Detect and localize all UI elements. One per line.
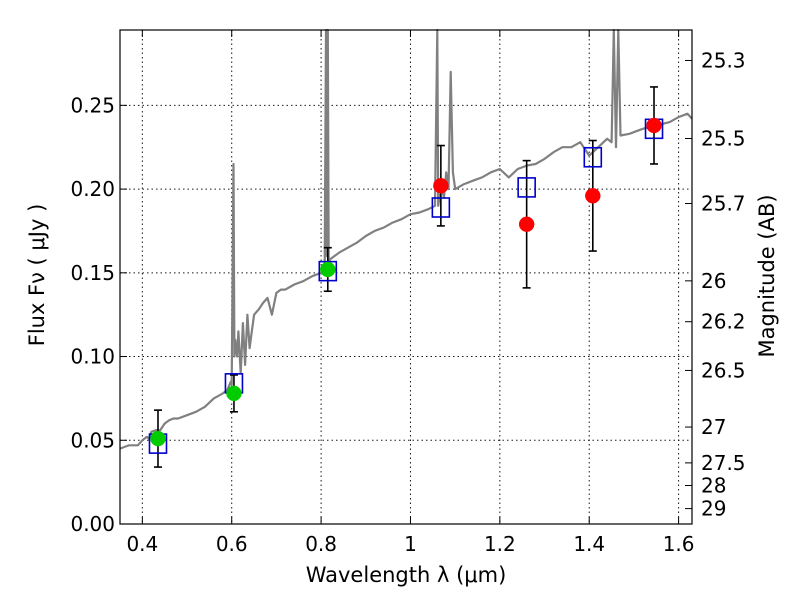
y-tick-label: 0.00: [70, 512, 115, 536]
x-tick-label: 1.2: [484, 532, 516, 556]
y-axis-title-right: Magnitude (AB): [755, 194, 779, 357]
data-point-circle: [646, 117, 662, 134]
data-point-circle: [433, 177, 449, 194]
tick-labels: 0.4 0.6 0.8 1 1.2 1.4 1.6 0.00 0.05 0.10 0.15 0.20 0…: [70, 48, 745, 556]
mag-tick-label: 26: [701, 269, 726, 293]
data-point-circle: [585, 188, 601, 204]
circle-markers: [150, 117, 662, 447]
x-axis-title: Wavelength λ (μm): [306, 563, 507, 587]
x-tick-label: 0.6: [216, 532, 248, 556]
x-tick-label: 0.8: [305, 532, 337, 556]
x-tick-label: 1.6: [663, 532, 695, 556]
data-point-circle: [320, 261, 336, 278]
y-tick-label: 0.20: [70, 177, 115, 201]
mag-tick-label: 25.3: [701, 48, 746, 72]
spectrum-line: [119, 28, 693, 450]
mag-tick-label: 25.5: [701, 127, 746, 151]
mag-tick-label: 26.2: [701, 310, 746, 334]
model-square-point: [431, 197, 451, 218]
data-point-circle: [150, 430, 166, 447]
mag-tick-label: 29: [701, 497, 726, 521]
x-tick-label: 0.4: [126, 532, 158, 556]
mag-tick-label: 28: [701, 473, 726, 497]
ticks: [120, 30, 692, 525]
spectrum-layer: [119, 28, 693, 450]
y-tick-label: 0.15: [70, 261, 115, 285]
grid: [120, 30, 692, 524]
model-square-point: [318, 260, 338, 282]
y-tick-label: 0.10: [70, 345, 115, 369]
model-square-point: [583, 146, 603, 168]
model-square-point: [517, 177, 536, 198]
x-tick-label: 1.4: [573, 532, 605, 556]
data-point-circle: [518, 216, 535, 233]
y-tick-label: 0.05: [70, 428, 115, 452]
y-axis-title-left: Flux Fν ( μJy ): [25, 204, 49, 347]
square-markers: [148, 118, 664, 454]
y-tick-label: 0.25: [70, 93, 115, 117]
mag-tick-label: 27.5: [701, 451, 746, 475]
plot-frame: [119, 29, 693, 525]
mag-tick-label: 26.5: [701, 358, 746, 382]
x-tick-label: 1: [404, 532, 417, 556]
data-point-circle: [226, 385, 242, 402]
mag-tick-label: 25.7: [701, 191, 746, 215]
mag-tick-label: 27: [701, 415, 726, 439]
